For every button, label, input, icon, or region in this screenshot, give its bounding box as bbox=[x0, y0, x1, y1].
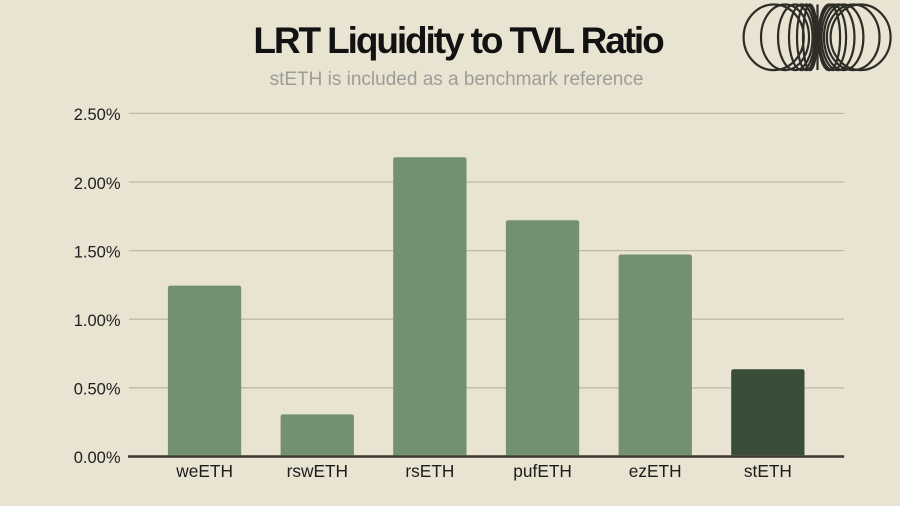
svg-text:1.50%: 1.50% bbox=[74, 243, 121, 261]
svg-text:LRT Liquidity to TVL Ratio: LRT Liquidity to TVL Ratio bbox=[253, 20, 664, 61]
svg-text:pufETH: pufETH bbox=[513, 461, 572, 481]
svg-text:2.50%: 2.50% bbox=[74, 106, 121, 124]
svg-text:stETH is included as a benchma: stETH is included as a benchmark referen… bbox=[270, 69, 644, 90]
svg-text:rsETH: rsETH bbox=[405, 461, 454, 481]
svg-text:ezETH: ezETH bbox=[629, 461, 682, 481]
svg-text:0.00%: 0.00% bbox=[74, 449, 121, 467]
svg-text:stETH: stETH bbox=[744, 461, 792, 481]
svg-text:2.00%: 2.00% bbox=[74, 175, 121, 193]
svg-text:0.50%: 0.50% bbox=[74, 381, 121, 399]
svg-text:weETH: weETH bbox=[175, 461, 233, 481]
svg-text:rswETH: rswETH bbox=[287, 461, 348, 481]
svg-text:1.00%: 1.00% bbox=[74, 312, 121, 330]
